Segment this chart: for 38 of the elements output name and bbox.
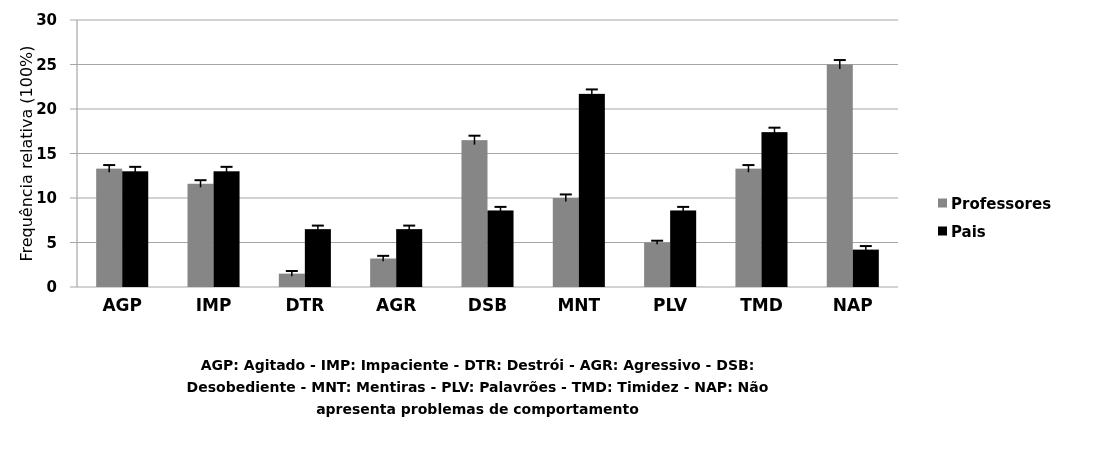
x-tick-label: DTR [285, 295, 325, 315]
bar [187, 183, 214, 287]
y-tick-label: 20 [36, 100, 57, 119]
bar [552, 198, 579, 287]
x-tick-label: MNT [557, 295, 601, 315]
bar [370, 258, 397, 287]
y-tick-label: 30 [36, 11, 57, 30]
x-tick-label: AGR [376, 295, 417, 315]
y-axis-title: Frequência relativa (100%) [17, 45, 36, 262]
x-tick-label: IMP [195, 295, 232, 315]
x-tick-label: NAP [832, 295, 873, 315]
text: AGP: Agitado - IMP: Impaciente - DTR: Destrói - AGR: Agressivo - DSB: Desobediente - MNT: Mentiras - PLV: Palavrões - TMD: Timidez - NAP: Não apresenta problemas de comportamento [186, 357, 769, 417]
bar [487, 210, 514, 287]
bar [396, 229, 423, 287]
bar [461, 140, 488, 287]
y-tick-label: 10 [36, 189, 57, 208]
y-tick-label: 0 [46, 278, 57, 297]
bar [578, 93, 605, 287]
bar [644, 242, 671, 287]
y-tick-label: 5 [46, 233, 57, 252]
bar [852, 249, 879, 287]
bar [735, 168, 762, 287]
legend-label: Professores [951, 194, 1052, 213]
bar [304, 229, 331, 287]
y-tick-label: 15 [36, 144, 57, 163]
y-tick-label: 25 [36, 55, 57, 74]
bar [96, 168, 123, 287]
bar [761, 132, 788, 287]
x-tick-label: TMD [740, 295, 783, 315]
bar [213, 171, 240, 287]
bar [122, 171, 149, 287]
bar [670, 210, 697, 287]
x-tick-label: PLV [653, 295, 689, 315]
legend-label: Pais [951, 222, 986, 241]
x-tick-label: DSB [467, 295, 508, 315]
bar [278, 273, 305, 287]
x-tick-label: AGP [102, 295, 142, 315]
bar [826, 64, 853, 287]
